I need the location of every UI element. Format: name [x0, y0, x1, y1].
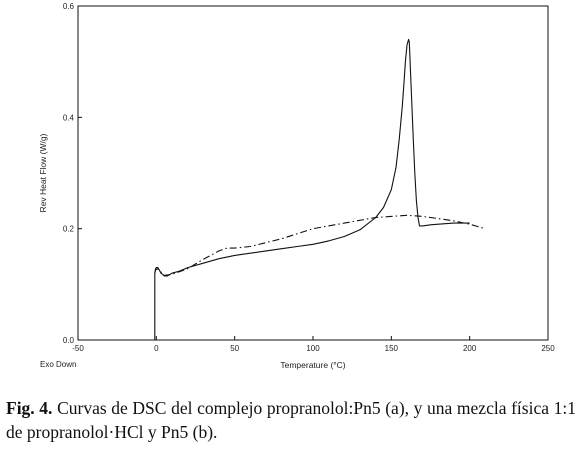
y-tick-label: 0.6: [63, 2, 75, 11]
y-axis-label: Rev Heat Flow (W/g): [38, 133, 48, 212]
exo-down-annotation: Exo Down: [40, 360, 76, 369]
y-tick-label: 0.2: [63, 225, 75, 234]
x-tick-label: 50: [230, 344, 239, 353]
x-tick-label: -50: [72, 344, 84, 353]
y-tick-label: 0.0: [63, 336, 75, 345]
x-tick-label: 150: [385, 344, 399, 353]
plot-frame: [77, 5, 549, 341]
series-line-1: [154, 38, 470, 340]
series-line-2: [154, 214, 486, 276]
x-tick-label: 200: [463, 344, 477, 353]
series-layer: [154, 38, 486, 340]
x-tick-label: 250: [541, 344, 555, 353]
dsc-chart: -50 0 50 100 150 200 250 0.0 0.2 0.4 0.6 Temperatu…: [38, 2, 555, 370]
x-axis-label: Temperature (°C): [280, 360, 345, 370]
axis-ticks: -50 0 50 100 150 200 250 0.0 0.2 0.4 0.6: [63, 2, 555, 353]
x-tick-label: 100: [306, 344, 320, 353]
x-tick-label: 0: [154, 344, 159, 353]
caption-label: Fig. 4.: [6, 398, 53, 418]
y-tick-label: 0.4: [63, 113, 75, 122]
caption-text: Curvas de DSC del complejo propranolol:P…: [6, 398, 576, 442]
figure-caption: Fig. 4. Curvas de DSC del complejo propr…: [6, 396, 576, 444]
